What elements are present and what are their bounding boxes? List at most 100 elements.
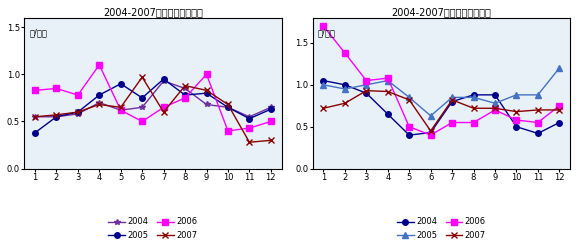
Text: 元/公斤: 元/公斤 bbox=[318, 28, 336, 37]
2006 bbox=[53, 87, 60, 90]
2006 bbox=[267, 120, 274, 123]
2004 bbox=[384, 113, 391, 116]
2005 bbox=[182, 93, 189, 96]
2007 bbox=[534, 108, 541, 111]
2006 bbox=[224, 129, 231, 132]
Line: 2007: 2007 bbox=[321, 88, 562, 134]
2006 bbox=[342, 51, 349, 54]
2007 bbox=[138, 76, 145, 79]
2004 bbox=[182, 87, 189, 90]
Line: 2007: 2007 bbox=[32, 74, 273, 145]
2004 bbox=[534, 132, 541, 135]
Title: 2004-2007年洋白菜批发价格: 2004-2007年洋白菜批发价格 bbox=[391, 7, 492, 17]
2005 bbox=[96, 93, 103, 96]
2007 bbox=[513, 110, 520, 113]
2005 bbox=[342, 88, 349, 91]
2004 bbox=[556, 121, 563, 124]
2006 bbox=[470, 121, 477, 124]
2006 bbox=[74, 93, 81, 96]
2004 bbox=[267, 106, 274, 109]
2007 bbox=[427, 129, 434, 132]
2005 bbox=[224, 106, 231, 109]
2007 bbox=[267, 139, 274, 142]
Line: 2004: 2004 bbox=[321, 78, 562, 138]
2007 bbox=[470, 107, 477, 110]
2007 bbox=[556, 108, 563, 111]
2005 bbox=[32, 131, 39, 134]
2004 bbox=[246, 115, 253, 118]
2007 bbox=[74, 111, 81, 114]
2004 bbox=[117, 109, 124, 112]
Line: 2005: 2005 bbox=[321, 65, 562, 119]
2005 bbox=[384, 79, 391, 82]
2007 bbox=[406, 98, 413, 101]
2006 bbox=[492, 108, 499, 111]
2004 bbox=[320, 79, 327, 82]
2006 bbox=[513, 119, 520, 122]
2004 bbox=[32, 115, 39, 118]
2007 bbox=[203, 89, 210, 92]
2004 bbox=[203, 103, 210, 106]
2007 bbox=[182, 84, 189, 87]
2006 bbox=[363, 79, 370, 82]
2006 bbox=[203, 73, 210, 76]
2004 bbox=[513, 125, 520, 128]
2006 bbox=[32, 89, 39, 92]
2004 bbox=[160, 79, 167, 82]
Text: 元/公斤: 元/公斤 bbox=[29, 28, 47, 37]
2005 bbox=[449, 96, 456, 99]
2004 bbox=[342, 83, 349, 86]
2007 bbox=[53, 113, 60, 116]
2005 bbox=[427, 114, 434, 117]
2005 bbox=[406, 96, 413, 99]
2006 bbox=[96, 63, 103, 66]
2006 bbox=[384, 77, 391, 80]
2005 bbox=[470, 96, 477, 99]
2005 bbox=[492, 102, 499, 105]
Legend: 2004, 2005, 2006, 2007: 2004, 2005, 2006, 2007 bbox=[105, 214, 201, 243]
2006 bbox=[406, 125, 413, 128]
Line: 2004: 2004 bbox=[32, 78, 273, 120]
2007 bbox=[32, 115, 39, 118]
2004 bbox=[53, 115, 60, 118]
2006 bbox=[427, 134, 434, 137]
2004 bbox=[449, 100, 456, 103]
2005 bbox=[53, 115, 60, 118]
2005 bbox=[246, 117, 253, 120]
2004 bbox=[427, 131, 434, 134]
Title: 2004-2007年大白菜批发价格: 2004-2007年大白菜批发价格 bbox=[103, 7, 203, 17]
2006 bbox=[320, 25, 327, 28]
2004 bbox=[363, 92, 370, 95]
2005 bbox=[363, 83, 370, 86]
2007 bbox=[224, 103, 231, 106]
2006 bbox=[449, 121, 456, 124]
2006 bbox=[534, 121, 541, 124]
Line: 2006: 2006 bbox=[321, 23, 562, 138]
2005 bbox=[534, 93, 541, 96]
2004 bbox=[224, 106, 231, 109]
2007 bbox=[96, 103, 103, 106]
2006 bbox=[117, 109, 124, 112]
2007 bbox=[449, 98, 456, 101]
2004 bbox=[74, 112, 81, 115]
2007 bbox=[160, 111, 167, 114]
2006 bbox=[138, 120, 145, 123]
2005 bbox=[267, 108, 274, 111]
2005 bbox=[556, 66, 563, 69]
2007 bbox=[246, 141, 253, 144]
2006 bbox=[160, 106, 167, 109]
2006 bbox=[246, 126, 253, 129]
Legend: 2004, 2005, 2006, 2007: 2004, 2005, 2006, 2007 bbox=[394, 214, 489, 243]
2007 bbox=[342, 102, 349, 105]
2004 bbox=[138, 106, 145, 109]
2007 bbox=[320, 107, 327, 110]
2006 bbox=[556, 104, 563, 107]
2005 bbox=[138, 96, 145, 99]
2004 bbox=[406, 134, 413, 137]
2005 bbox=[160, 78, 167, 81]
2004 bbox=[470, 93, 477, 96]
2004 bbox=[96, 101, 103, 104]
2005 bbox=[74, 111, 81, 114]
2005 bbox=[320, 83, 327, 86]
Line: 2005: 2005 bbox=[32, 76, 273, 136]
